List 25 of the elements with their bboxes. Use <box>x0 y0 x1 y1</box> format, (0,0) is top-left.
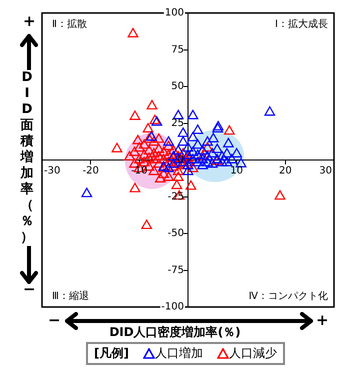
text: − <box>48 311 61 329</box>
x-tick-label: 30 <box>319 166 332 177</box>
legend-title: [凡例] <box>94 345 129 362</box>
annotation: Ⅳ：コンパクト化 <box>248 290 328 303</box>
x-tick-label: 20 <box>278 166 292 177</box>
y-tick-label: 100 <box>164 8 184 19</box>
annotation: Ⅱ：拡散 <box>52 18 87 31</box>
annotation: Ⅲ：縮退 <box>52 290 89 303</box>
y-tick-label: 75 <box>171 44 184 56</box>
y-tick-label: -75 <box>168 264 184 276</box>
text: DID面積増加率（％） <box>20 70 34 245</box>
legend-label: 人口減少 <box>228 345 277 362</box>
legend-label: 人口増加 <box>154 345 203 362</box>
y-tick-label: 50 <box>171 81 184 92</box>
y-tick-label: 25 <box>171 118 184 129</box>
x-tick-label: -20 <box>82 166 99 177</box>
text: + <box>23 12 36 30</box>
x-axis-title: DID人口密度増加率(％) <box>109 325 241 339</box>
text: + <box>316 311 329 329</box>
y-tick-label: -100 <box>161 302 184 313</box>
annotation: Ⅰ：拡大成長 <box>275 18 328 31</box>
y-tick-label: -50 <box>168 228 184 240</box>
x-tick-label: 10 <box>230 166 244 177</box>
text: − <box>23 280 36 298</box>
x-tick-label: -30 <box>44 166 60 177</box>
